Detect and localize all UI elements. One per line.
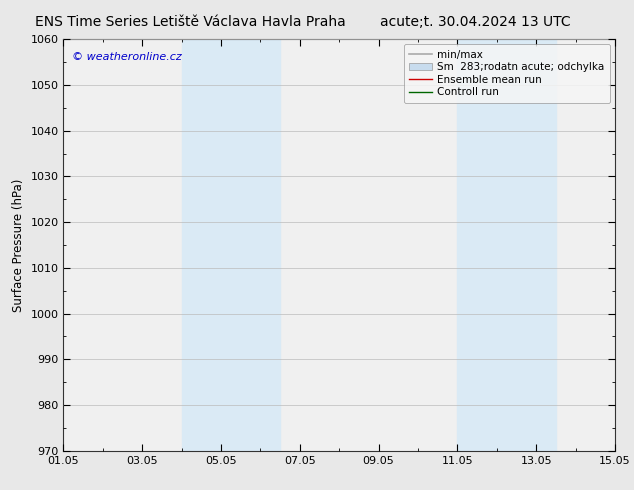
Bar — [181, 39, 280, 451]
Text: ENS Time Series Letiště Václava Havla Praha: ENS Time Series Letiště Václava Havla Pr… — [35, 15, 346, 29]
Bar — [457, 39, 556, 451]
Y-axis label: Surface Pressure (hPa): Surface Pressure (hPa) — [12, 178, 25, 312]
Text: © weatheronline.cz: © weatheronline.cz — [72, 51, 181, 62]
Text: acute;t. 30.04.2024 13 UTC: acute;t. 30.04.2024 13 UTC — [380, 15, 571, 29]
Legend: min/max, Sm  283;rodatn acute; odchylka, Ensemble mean run, Controll run: min/max, Sm 283;rodatn acute; odchylka, … — [404, 45, 610, 102]
